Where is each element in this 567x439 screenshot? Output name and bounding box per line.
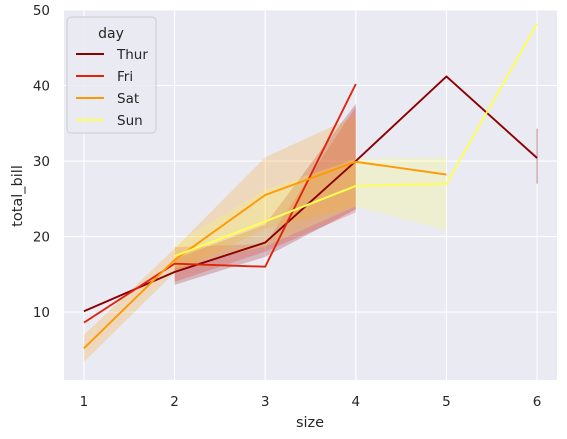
legend-title: day <box>98 26 124 42</box>
x-tick-label: 5 <box>442 394 451 410</box>
series-line-fri <box>83 83 357 324</box>
legend-label-sat: Sat <box>117 91 139 107</box>
y-tick-label: 10 <box>33 305 50 321</box>
y-axis-ticks: 10 20 30 40 50 <box>33 3 50 321</box>
x-tick-label: 1 <box>80 394 89 410</box>
y-tick-label: 20 <box>33 230 50 246</box>
series-lines <box>83 23 538 349</box>
y-tick-label: 30 <box>33 154 50 170</box>
x-tick-label: 4 <box>352 394 361 410</box>
x-axis-label: size <box>296 415 324 431</box>
legend: day Thur Fri Sat Sun <box>66 16 157 134</box>
series-line-sun <box>174 23 538 258</box>
y-tick-label: 50 <box>33 3 50 19</box>
y-tick-label: 40 <box>33 79 50 95</box>
x-tick-label: 3 <box>261 394 270 410</box>
legend-box <box>66 16 157 134</box>
legend-label-fri: Fri <box>117 69 133 85</box>
x-axis-ticks: 1 2 3 4 5 6 <box>80 394 542 410</box>
legend-items: Thur Fri Sat Sun <box>76 47 148 129</box>
series-line-sat <box>83 160 447 349</box>
x-tick-label: 2 <box>170 394 179 410</box>
series-line-thur <box>83 75 538 313</box>
x-tick-label: 6 <box>533 394 542 410</box>
legend-label-thur: Thur <box>116 47 148 63</box>
legend-label-sun: Sun <box>117 113 143 129</box>
y-axis-label: total_bill <box>10 165 26 227</box>
